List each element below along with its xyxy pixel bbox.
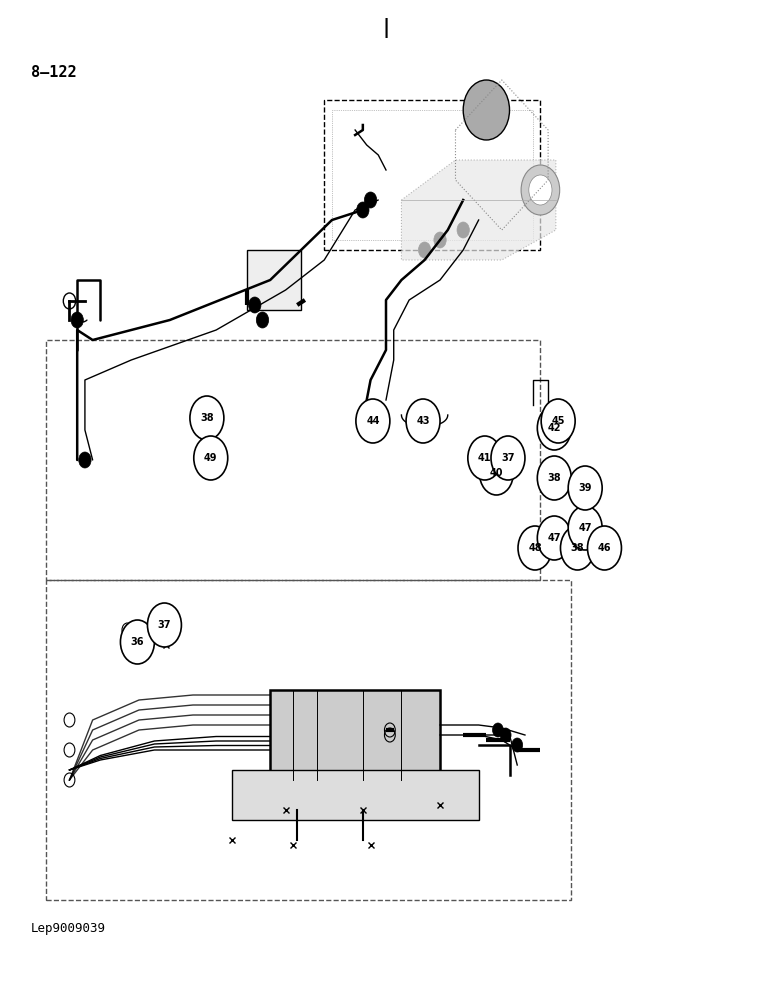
- Circle shape: [147, 603, 181, 647]
- Text: |: |: [382, 18, 390, 38]
- Text: 42: 42: [547, 423, 561, 433]
- Text: 38: 38: [547, 473, 561, 483]
- Circle shape: [537, 516, 571, 560]
- Text: 48: 48: [528, 543, 542, 553]
- Circle shape: [63, 293, 76, 309]
- Circle shape: [357, 202, 369, 218]
- Circle shape: [71, 312, 83, 328]
- Text: Lep9009039: Lep9009039: [31, 922, 106, 935]
- Text: 39: 39: [578, 483, 592, 493]
- Text: 37: 37: [501, 453, 515, 463]
- Circle shape: [372, 422, 384, 438]
- Circle shape: [418, 242, 431, 258]
- Circle shape: [587, 526, 621, 570]
- Circle shape: [479, 451, 513, 495]
- Circle shape: [500, 728, 511, 742]
- Text: 8–122: 8–122: [31, 65, 76, 80]
- Circle shape: [190, 396, 224, 440]
- Text: 38: 38: [571, 543, 584, 553]
- Text: 44: 44: [366, 416, 380, 426]
- Text: 38: 38: [200, 413, 214, 423]
- Bar: [46, 340, 540, 580]
- Bar: [324, 100, 540, 250]
- Circle shape: [518, 526, 552, 570]
- Text: 41: 41: [478, 453, 492, 463]
- Circle shape: [541, 399, 575, 443]
- Bar: [46, 580, 571, 900]
- Circle shape: [568, 506, 602, 550]
- Bar: [270, 690, 440, 780]
- Circle shape: [493, 723, 503, 737]
- Circle shape: [79, 452, 91, 468]
- Circle shape: [356, 399, 390, 443]
- Text: 36: 36: [130, 637, 144, 647]
- Circle shape: [249, 297, 261, 313]
- Circle shape: [568, 466, 602, 510]
- Circle shape: [364, 192, 377, 208]
- Circle shape: [537, 456, 571, 500]
- Circle shape: [537, 406, 571, 450]
- Circle shape: [560, 526, 594, 570]
- Polygon shape: [401, 160, 556, 260]
- Text: 49: 49: [204, 453, 218, 463]
- Bar: [247, 250, 301, 310]
- Text: 47: 47: [547, 533, 561, 543]
- Text: 40: 40: [489, 468, 503, 478]
- Circle shape: [406, 399, 440, 443]
- Circle shape: [457, 222, 469, 238]
- Circle shape: [521, 165, 560, 215]
- Circle shape: [120, 620, 154, 664]
- Circle shape: [434, 232, 446, 248]
- Text: 37: 37: [157, 620, 171, 630]
- Text: 45: 45: [551, 416, 565, 426]
- Text: 43: 43: [416, 416, 430, 426]
- Circle shape: [491, 436, 525, 480]
- Text: 46: 46: [598, 543, 611, 553]
- Circle shape: [194, 436, 228, 480]
- Circle shape: [364, 412, 377, 428]
- Text: 47: 47: [578, 523, 592, 533]
- Bar: [232, 770, 479, 820]
- Circle shape: [468, 436, 502, 480]
- Circle shape: [529, 175, 552, 205]
- Circle shape: [463, 80, 510, 140]
- Circle shape: [512, 738, 523, 752]
- Circle shape: [256, 312, 269, 328]
